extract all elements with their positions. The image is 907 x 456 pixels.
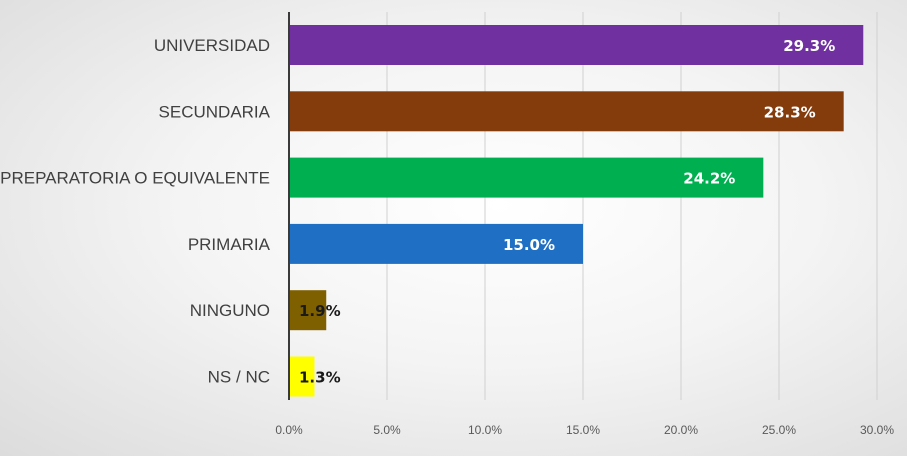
x-tick-label: 15.0%	[566, 423, 600, 437]
x-tick-label: 25.0%	[762, 423, 796, 437]
data-label: 1.3%	[299, 369, 341, 387]
bar-ns-nc	[289, 356, 315, 397]
category-label: NINGUNO	[190, 301, 270, 320]
bar-secundaria	[289, 91, 844, 132]
x-tick-label: 30.0%	[860, 423, 894, 437]
bar-primaria	[289, 223, 583, 264]
data-label: 29.3%	[783, 37, 835, 55]
data-label: 28.3%	[764, 103, 816, 121]
data-label: 24.2%	[683, 170, 735, 188]
data-label: 1.9%	[299, 302, 341, 320]
gridlines	[386, 12, 878, 400]
category-label: UNIVERSIDAD	[154, 36, 270, 55]
category-label: PRIMARIA	[188, 235, 271, 254]
bar-preparatoria-o-equivalente	[289, 157, 764, 198]
category-label: SECUNDARIA	[159, 102, 271, 121]
bar-ninguno	[289, 290, 327, 331]
bar-universidad	[289, 25, 864, 65]
x-tick-label: 10.0%	[468, 423, 502, 437]
category-label: PREPARATORIA O EQUIVALENTE	[0, 169, 270, 188]
x-tick-labels: 0.0% 5.0% 10.0% 15.0% 20.0% 25.0% 30.0%	[275, 423, 894, 437]
x-tick-label: 5.0%	[373, 423, 401, 437]
data-label: 15.0%	[503, 236, 555, 254]
bars	[289, 25, 864, 397]
category-labels: UNIVERSIDAD SECUNDARIA PREPARATORIA O EQUI…	[0, 36, 271, 387]
data-labels: 29.3% 28.3% 24.2% 15.0% 1.9% 1.3%	[299, 37, 835, 387]
x-tick-label: 20.0%	[664, 423, 698, 437]
category-label: NS / NC	[208, 368, 270, 387]
x-tick-label: 0.0%	[275, 423, 303, 437]
